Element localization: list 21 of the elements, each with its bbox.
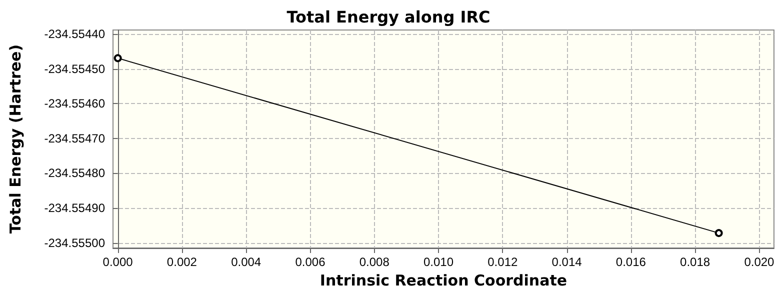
y-tick-label: -234.55490 — [44, 201, 106, 216]
y-tick-label: -234.55450 — [44, 62, 106, 76]
x-tick-label: 0.014 — [552, 255, 582, 269]
y-tick-label: -234.55500 — [44, 236, 106, 250]
x-tick-label: 0.020 — [744, 255, 775, 269]
y-tick-label: -234.55460 — [44, 96, 106, 111]
x-axis-title: Intrinsic Reaction Coordinate — [320, 271, 568, 290]
x-tick-label: 0.008 — [359, 255, 390, 269]
y-tick-label: -234.55440 — [44, 27, 106, 42]
x-tick-label: 0.012 — [488, 255, 518, 269]
x-tick-label: 0.016 — [616, 255, 646, 269]
y-tick-label: -234.55480 — [44, 166, 106, 180]
y-axis-title: Total Energy (Hartree) — [6, 44, 24, 234]
x-tick-label: 0.000 — [102, 255, 134, 269]
x-tick-label: 0.018 — [680, 255, 710, 269]
x-tick-label: 0.004 — [231, 255, 262, 269]
y-tick-label: -234.55470 — [44, 131, 106, 146]
chart-title: Total Energy along IRC — [286, 8, 490, 26]
x-tick-label: 0.002 — [166, 255, 198, 269]
x-tick-label: 0.010 — [423, 255, 454, 269]
x-tick-label: 0.006 — [295, 255, 326, 269]
